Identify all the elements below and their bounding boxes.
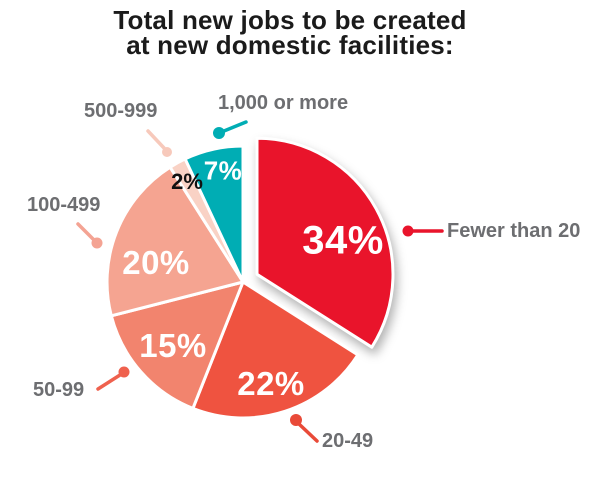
slice-value-100-499: 20% <box>122 244 190 281</box>
callout-100-499 <box>76 222 103 249</box>
callout-dot-50-99 <box>118 366 130 378</box>
callout-fewer-than-20 <box>402 225 444 237</box>
category-label-1000-or-more: 1,000 or more <box>218 92 349 114</box>
category-label-500-999: 500-999 <box>84 100 158 122</box>
pie-slice-20-49 <box>191 280 360 420</box>
category-label-100-499: 100-499 <box>27 194 101 216</box>
callout-dot-1000-or-more <box>213 127 225 139</box>
category-label-50-99: 50-99 <box>33 379 85 401</box>
callout-line-50-99 <box>96 373 122 391</box>
pie <box>105 136 395 420</box>
callout-dot-20-49 <box>290 414 302 426</box>
callout-50-99 <box>96 366 130 391</box>
category-label-fewer-than-20: Fewer than 20 <box>447 220 581 242</box>
category-label-20-49: 20-49 <box>322 430 374 452</box>
callout-line-20-49 <box>297 422 319 443</box>
chart-title: Total new jobs to be created at new dome… <box>0 5 580 60</box>
callout-dot-fewer-than-20 <box>402 225 414 237</box>
callout-line-1000-or-more <box>222 120 248 133</box>
slice-value-fewer-than-20: 34% <box>302 218 384 263</box>
pie-slice-100-499 <box>105 165 245 318</box>
callout-line-500-999 <box>146 129 166 150</box>
pie-slice-50-99 <box>109 280 245 410</box>
callout-dot-100-499 <box>91 237 103 249</box>
slice-value-50-99: 15% <box>139 327 207 364</box>
callout-line-100-499 <box>76 222 96 242</box>
chart-title-line1: Total new jobs to be created <box>113 5 467 35</box>
pie-slice-fewer-than-20 <box>255 136 395 349</box>
chart-title-line2: at new domestic facilities: <box>126 30 454 60</box>
slice-value-500-999: 2% <box>171 169 203 194</box>
pie-slice-1-000-or-more <box>183 144 245 284</box>
callout-500-999 <box>146 129 172 157</box>
slice-value-20-49: 22% <box>237 365 305 402</box>
slice-value-1000-or-more: 7% <box>203 155 243 186</box>
callout-20-49 <box>290 414 319 443</box>
callout-dot-500-999 <box>162 147 172 157</box>
callout-1000-or-more <box>213 120 248 139</box>
